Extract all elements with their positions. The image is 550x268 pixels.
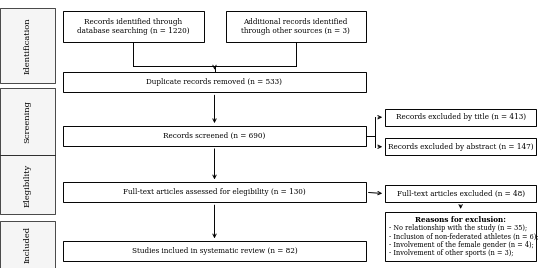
Text: Full-text articles assessed for elegibility (n = 130): Full-text articles assessed for elegibil… (123, 188, 306, 196)
Text: Additional records identified
through other sources (n = 3): Additional records identified through ot… (241, 17, 350, 35)
FancyBboxPatch shape (0, 8, 55, 83)
FancyBboxPatch shape (0, 155, 55, 214)
FancyBboxPatch shape (385, 109, 536, 126)
Text: Duplicate records removed (n = 533): Duplicate records removed (n = 533) (146, 79, 283, 86)
Text: Records excluded by abstract (n = 147): Records excluded by abstract (n = 147) (388, 143, 534, 151)
FancyBboxPatch shape (385, 138, 536, 155)
FancyBboxPatch shape (385, 185, 536, 202)
Text: - Involvement of other sports (n = 3);: - Involvement of other sports (n = 3); (389, 249, 514, 257)
Text: Elegibility: Elegibility (24, 163, 31, 207)
FancyBboxPatch shape (226, 11, 366, 42)
FancyBboxPatch shape (0, 88, 55, 155)
Text: Reasons for exclusion:: Reasons for exclusion: (415, 216, 506, 224)
Text: Identification: Identification (24, 17, 31, 74)
Text: Studies inclued in systematic review (n = 82): Studies inclued in systematic review (n … (131, 247, 298, 255)
FancyBboxPatch shape (63, 126, 366, 146)
FancyBboxPatch shape (63, 182, 366, 202)
FancyBboxPatch shape (63, 11, 204, 42)
Text: Included: Included (24, 226, 31, 263)
Text: Records screened (n = 690): Records screened (n = 690) (163, 132, 266, 140)
FancyBboxPatch shape (63, 241, 366, 261)
Text: - No relationship with the study (n = 35);: - No relationship with the study (n = 35… (389, 224, 527, 232)
Text: - Involvement of the female gender (n = 4);: - Involvement of the female gender (n = … (389, 241, 534, 249)
FancyBboxPatch shape (63, 72, 366, 92)
FancyBboxPatch shape (0, 221, 55, 268)
Text: Records identified through
database searching (n = 1220): Records identified through database sear… (77, 17, 190, 35)
Text: Records excluded by title (n = 413): Records excluded by title (n = 413) (395, 113, 526, 121)
Text: - Inclusion of non-federated athletes (n = 6);: - Inclusion of non-federated athletes (n… (389, 233, 539, 240)
Text: Screening: Screening (24, 100, 31, 143)
Text: Full-text articles excluded (n = 48): Full-text articles excluded (n = 48) (397, 190, 525, 198)
FancyBboxPatch shape (385, 212, 536, 261)
